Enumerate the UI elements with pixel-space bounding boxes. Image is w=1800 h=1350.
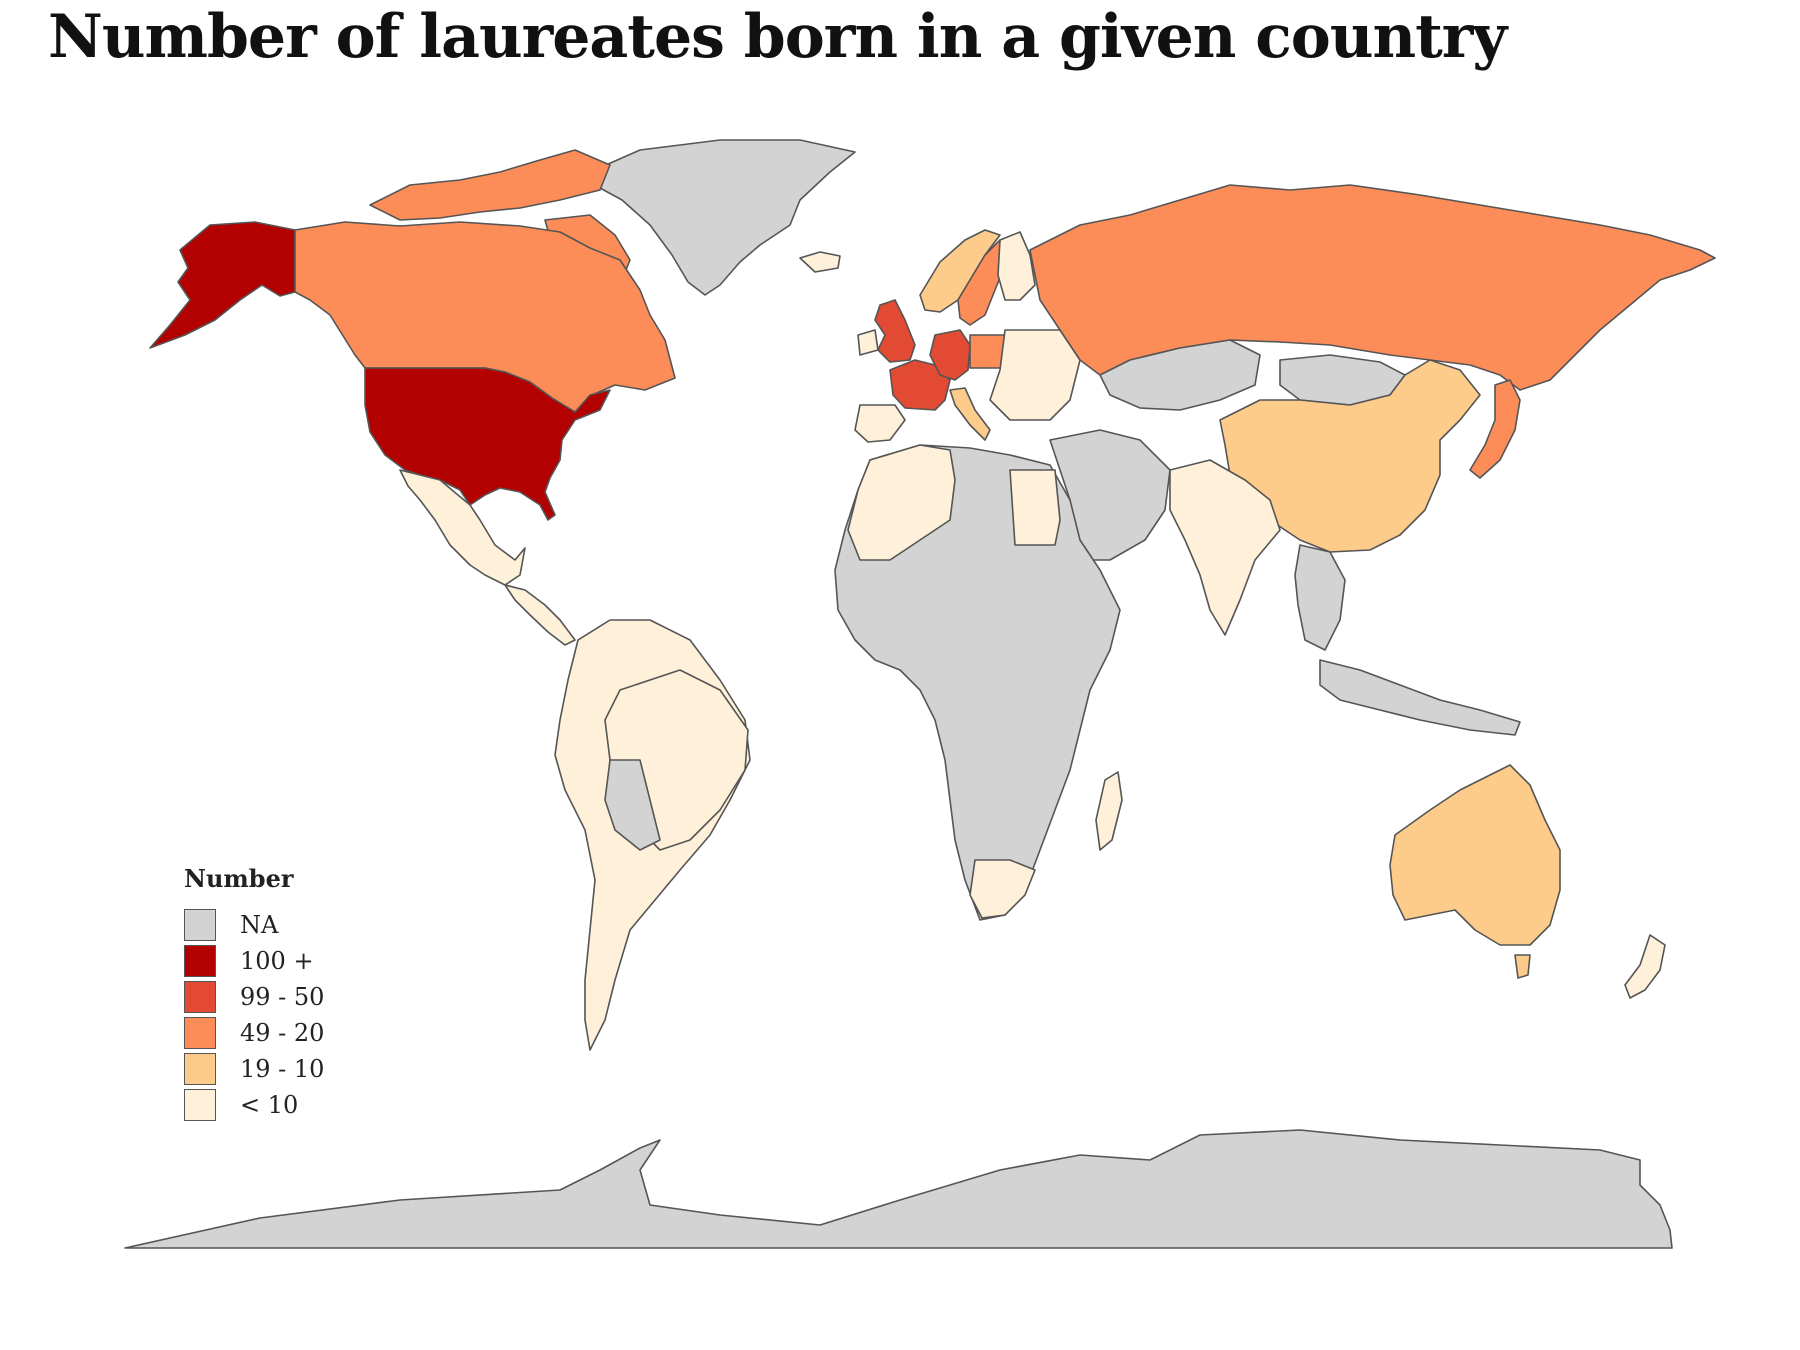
legend-label: < 10 bbox=[240, 1091, 299, 1119]
map-legend: Number NA 100 + 99 - 50 49 - 20 19 - 10 < 10 bbox=[184, 864, 324, 1123]
legend-swatch bbox=[184, 945, 216, 977]
region-north-africa bbox=[847, 444, 956, 561]
region-japan bbox=[1469, 379, 1521, 479]
region-madagascar bbox=[1095, 771, 1123, 851]
legend-swatch bbox=[184, 909, 216, 941]
region-france bbox=[889, 359, 951, 411]
legend-item: < 10 bbox=[184, 1087, 324, 1123]
region-canada-islands bbox=[369, 149, 611, 221]
region-finland bbox=[997, 231, 1036, 301]
region-tasmania bbox=[1514, 954, 1531, 979]
legend-swatch bbox=[184, 1089, 216, 1121]
region-iberia bbox=[854, 404, 906, 443]
legend-label: 49 - 20 bbox=[240, 1019, 325, 1047]
region-australia bbox=[1389, 764, 1561, 946]
region-southeast-asia bbox=[1294, 544, 1346, 651]
map-title: Number of laureates born in a given coun… bbox=[48, 2, 1507, 72]
legend-swatch bbox=[184, 981, 216, 1013]
region-eastern-europe bbox=[989, 329, 1081, 421]
region-united-kingdom bbox=[874, 299, 916, 363]
legend-swatch bbox=[184, 1017, 216, 1049]
region-south-africa bbox=[969, 859, 1036, 919]
region-indonesia bbox=[1319, 659, 1521, 736]
legend-item: 100 + bbox=[184, 943, 324, 979]
region-iceland bbox=[799, 251, 841, 273]
legend-title: Number bbox=[184, 864, 294, 893]
legend-items: NA 100 + 99 - 50 49 - 20 19 - 10 < 10 bbox=[184, 907, 324, 1123]
legend-item: NA bbox=[184, 907, 324, 943]
region-bolivia bbox=[604, 759, 661, 851]
region-mexico bbox=[399, 469, 526, 586]
legend-label: NA bbox=[240, 911, 279, 939]
region-central-america bbox=[504, 584, 576, 646]
region-alaska bbox=[149, 221, 296, 349]
legend-item: 49 - 20 bbox=[184, 1015, 324, 1051]
region-germany bbox=[929, 329, 971, 381]
region-antarctica bbox=[124, 1129, 1673, 1249]
region-italy bbox=[949, 387, 991, 441]
region-ireland bbox=[857, 329, 879, 356]
legend-item: 19 - 10 bbox=[184, 1051, 324, 1087]
region-india bbox=[1169, 459, 1281, 636]
legend-item: 99 - 50 bbox=[184, 979, 324, 1015]
region-kazakhstan bbox=[1099, 339, 1261, 411]
legend-label: 99 - 50 bbox=[240, 983, 325, 1011]
region-middle-east bbox=[1049, 429, 1171, 561]
legend-label: 19 - 10 bbox=[240, 1055, 325, 1083]
legend-swatch bbox=[184, 1053, 216, 1085]
region-canada bbox=[294, 221, 676, 413]
legend-label: 100 + bbox=[240, 947, 314, 975]
region-new-zealand bbox=[1624, 934, 1666, 999]
region-greenland bbox=[589, 139, 856, 296]
region-egypt bbox=[1009, 469, 1061, 546]
